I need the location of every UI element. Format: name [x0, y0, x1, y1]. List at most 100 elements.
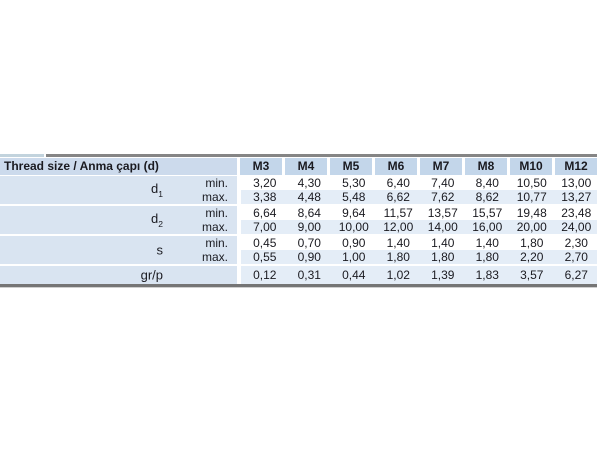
- header-size-cell: M5: [330, 158, 372, 175]
- value-cell: 1,80: [475, 250, 499, 264]
- value-cell: 10,00: [338, 220, 369, 234]
- value-cell: 6,62: [386, 190, 410, 204]
- row-qualifier: min.: [205, 236, 228, 250]
- table-group-d1: d1 min. max. 3,20 4,30 5,30 6,40 7,40 8,40 10,50 1…: [0, 176, 597, 204]
- table-bottom-border: [0, 284, 597, 288]
- row-qualifier: min.: [205, 176, 228, 190]
- thread-size-spec-table: Thread size / Anma çapı (d) M3 M4 M5 M6 M7 M8…: [0, 154, 597, 288]
- row-qualifier: max.: [201, 190, 228, 204]
- value-cell: 13,00: [561, 176, 592, 190]
- min-max-column: min. max.: [167, 176, 237, 204]
- header-size-columns: M3 M4 M5 M6 M7 M8 M10 M12: [237, 158, 597, 175]
- value-cell: 2,70: [564, 250, 588, 264]
- header-size-cell: M6: [375, 158, 417, 175]
- value-row: 3,20 4,30 5,30 6,40 7,40 8,40 10,50 13,00: [241, 176, 597, 190]
- value-row: 6,64 8,64 9,64 11,57 13,57 15,57 19,48 23,48: [241, 206, 597, 220]
- value-cell: 5,30: [342, 176, 366, 190]
- value-cell: 0,45: [253, 236, 277, 250]
- value-cell: 7,40: [431, 176, 455, 190]
- value-row: 0,55 0,90 1,00 1,80 1,80 1,80 2,20 2,70: [241, 250, 597, 264]
- group-label-cell: gr/p: [0, 266, 237, 284]
- value-cell: 3,57: [520, 268, 544, 282]
- value-cell: 15,57: [472, 206, 503, 220]
- value-cell: 0,70: [297, 236, 321, 250]
- group-label: gr/p: [141, 269, 163, 282]
- group-label: d2: [151, 212, 163, 228]
- value-cell: 3,20: [253, 176, 277, 190]
- header-size-cell: M4: [285, 158, 327, 175]
- group-label-subscript: 2: [158, 218, 163, 229]
- value-cell: 1,83: [475, 268, 499, 282]
- table-body: d1 min. max. 3,20 4,30 5,30 6,40 7,40 8,40 10,50 1…: [0, 176, 597, 284]
- header-size-cell: M10: [510, 158, 552, 175]
- group-label-cell: d2 min. max.: [0, 206, 237, 234]
- value-cell: 6,40: [386, 176, 410, 190]
- min-max-column: min. max.: [167, 206, 237, 234]
- value-row: 3,38 4,48 5,48 6,62 7,62 8,62 10,77 13,27: [241, 190, 597, 204]
- value-cell: 1,02: [386, 268, 410, 282]
- table-header-row: Thread size / Anma çapı (d) M3 M4 M5 M6 M7 M8…: [0, 158, 597, 175]
- value-cell: 19,48: [516, 206, 547, 220]
- value-cell: 4,30: [297, 176, 321, 190]
- value-cell: 10,50: [516, 176, 547, 190]
- value-cell: 8,40: [475, 176, 499, 190]
- group-label-cell: s min. max.: [0, 236, 237, 264]
- table-group-d2: d2 min. max. 6,64 8,64 9,64 11,57 13,57 15,57 19,…: [0, 206, 597, 234]
- value-cell: 3,38: [253, 190, 277, 204]
- value-cell: 5,48: [342, 190, 366, 204]
- value-cell: 2,30: [564, 236, 588, 250]
- value-cell: 0,12: [253, 268, 277, 282]
- value-cell: 6,27: [564, 268, 588, 282]
- group-values: 3,20 4,30 5,30 6,40 7,40 8,40 10,50 13,00 3,38 4,…: [241, 176, 597, 204]
- group-label: d1: [151, 182, 163, 198]
- table-top-border: [0, 154, 597, 157]
- value-cell: 20,00: [516, 220, 547, 234]
- group-values: 6,64 8,64 9,64 11,57 13,57 15,57 19,48 23,48 7,0…: [241, 206, 597, 234]
- value-cell: 9,64: [342, 206, 366, 220]
- group-label-text: s: [156, 242, 164, 258]
- table-group-s: s min. max. 0,45 0,70 0,90 1,40 1,40 1,40 1,80 2,3…: [0, 236, 597, 264]
- value-cell: 16,00: [472, 220, 503, 234]
- value-cell: 1,80: [386, 250, 410, 264]
- row-qualifier: max.: [201, 220, 228, 234]
- row-qualifier: max.: [201, 250, 228, 264]
- value-cell: 0,90: [342, 236, 366, 250]
- min-max-column: min. max.: [167, 236, 237, 264]
- table-group-gr-p: gr/p 0,12 0,31 0,44 1,02 1,39 1,83 3,57 6,27: [0, 266, 597, 284]
- value-cell: 7,00: [253, 220, 277, 234]
- header-size-cell: M12: [555, 158, 597, 175]
- value-cell: 1,40: [386, 236, 410, 250]
- top-border-right-segment: [46, 154, 597, 157]
- value-cell: 8,64: [297, 206, 321, 220]
- value-cell: 8,62: [475, 190, 499, 204]
- value-cell: 0,44: [342, 268, 366, 282]
- value-cell: 0,90: [297, 250, 321, 264]
- value-cell: 0,55: [253, 250, 277, 264]
- header-thread-size-label: Thread size / Anma çapı (d): [0, 158, 237, 175]
- value-cell: 24,00: [561, 220, 592, 234]
- value-cell: 0,31: [297, 268, 321, 282]
- group-label: s: [157, 244, 164, 257]
- value-cell: 1,39: [431, 268, 455, 282]
- value-cell: 1,80: [520, 236, 544, 250]
- value-cell: 1,80: [431, 250, 455, 264]
- value-row: 0,12 0,31 0,44 1,02 1,39 1,83 3,57 6,27: [241, 266, 597, 284]
- value-cell: 2,20: [520, 250, 544, 264]
- group-values: 0,45 0,70 0,90 1,40 1,40 1,40 1,80 2,30 0,55 0,90…: [241, 236, 597, 264]
- value-cell: 1,40: [475, 236, 499, 250]
- value-cell: 1,40: [431, 236, 455, 250]
- row-qualifier: min.: [205, 206, 228, 220]
- value-row: 0,45 0,70 0,90 1,40 1,40 1,40 1,80 2,30: [241, 236, 597, 250]
- value-cell: 11,57: [383, 206, 413, 220]
- group-label-text: d: [151, 211, 159, 227]
- group-label-subscript: 1: [158, 188, 163, 199]
- value-cell: 10,77: [516, 190, 547, 204]
- value-cell: 1,00: [342, 250, 366, 264]
- value-cell: 14,00: [427, 220, 458, 234]
- group-label-text: d: [151, 181, 159, 197]
- value-row: 7,00 9,00 10,00 12,00 14,00 16,00 20,00 24,00: [241, 220, 597, 234]
- value-cell: 23,48: [561, 206, 592, 220]
- value-cell: 4,48: [297, 190, 321, 204]
- value-cell: 7,62: [431, 190, 455, 204]
